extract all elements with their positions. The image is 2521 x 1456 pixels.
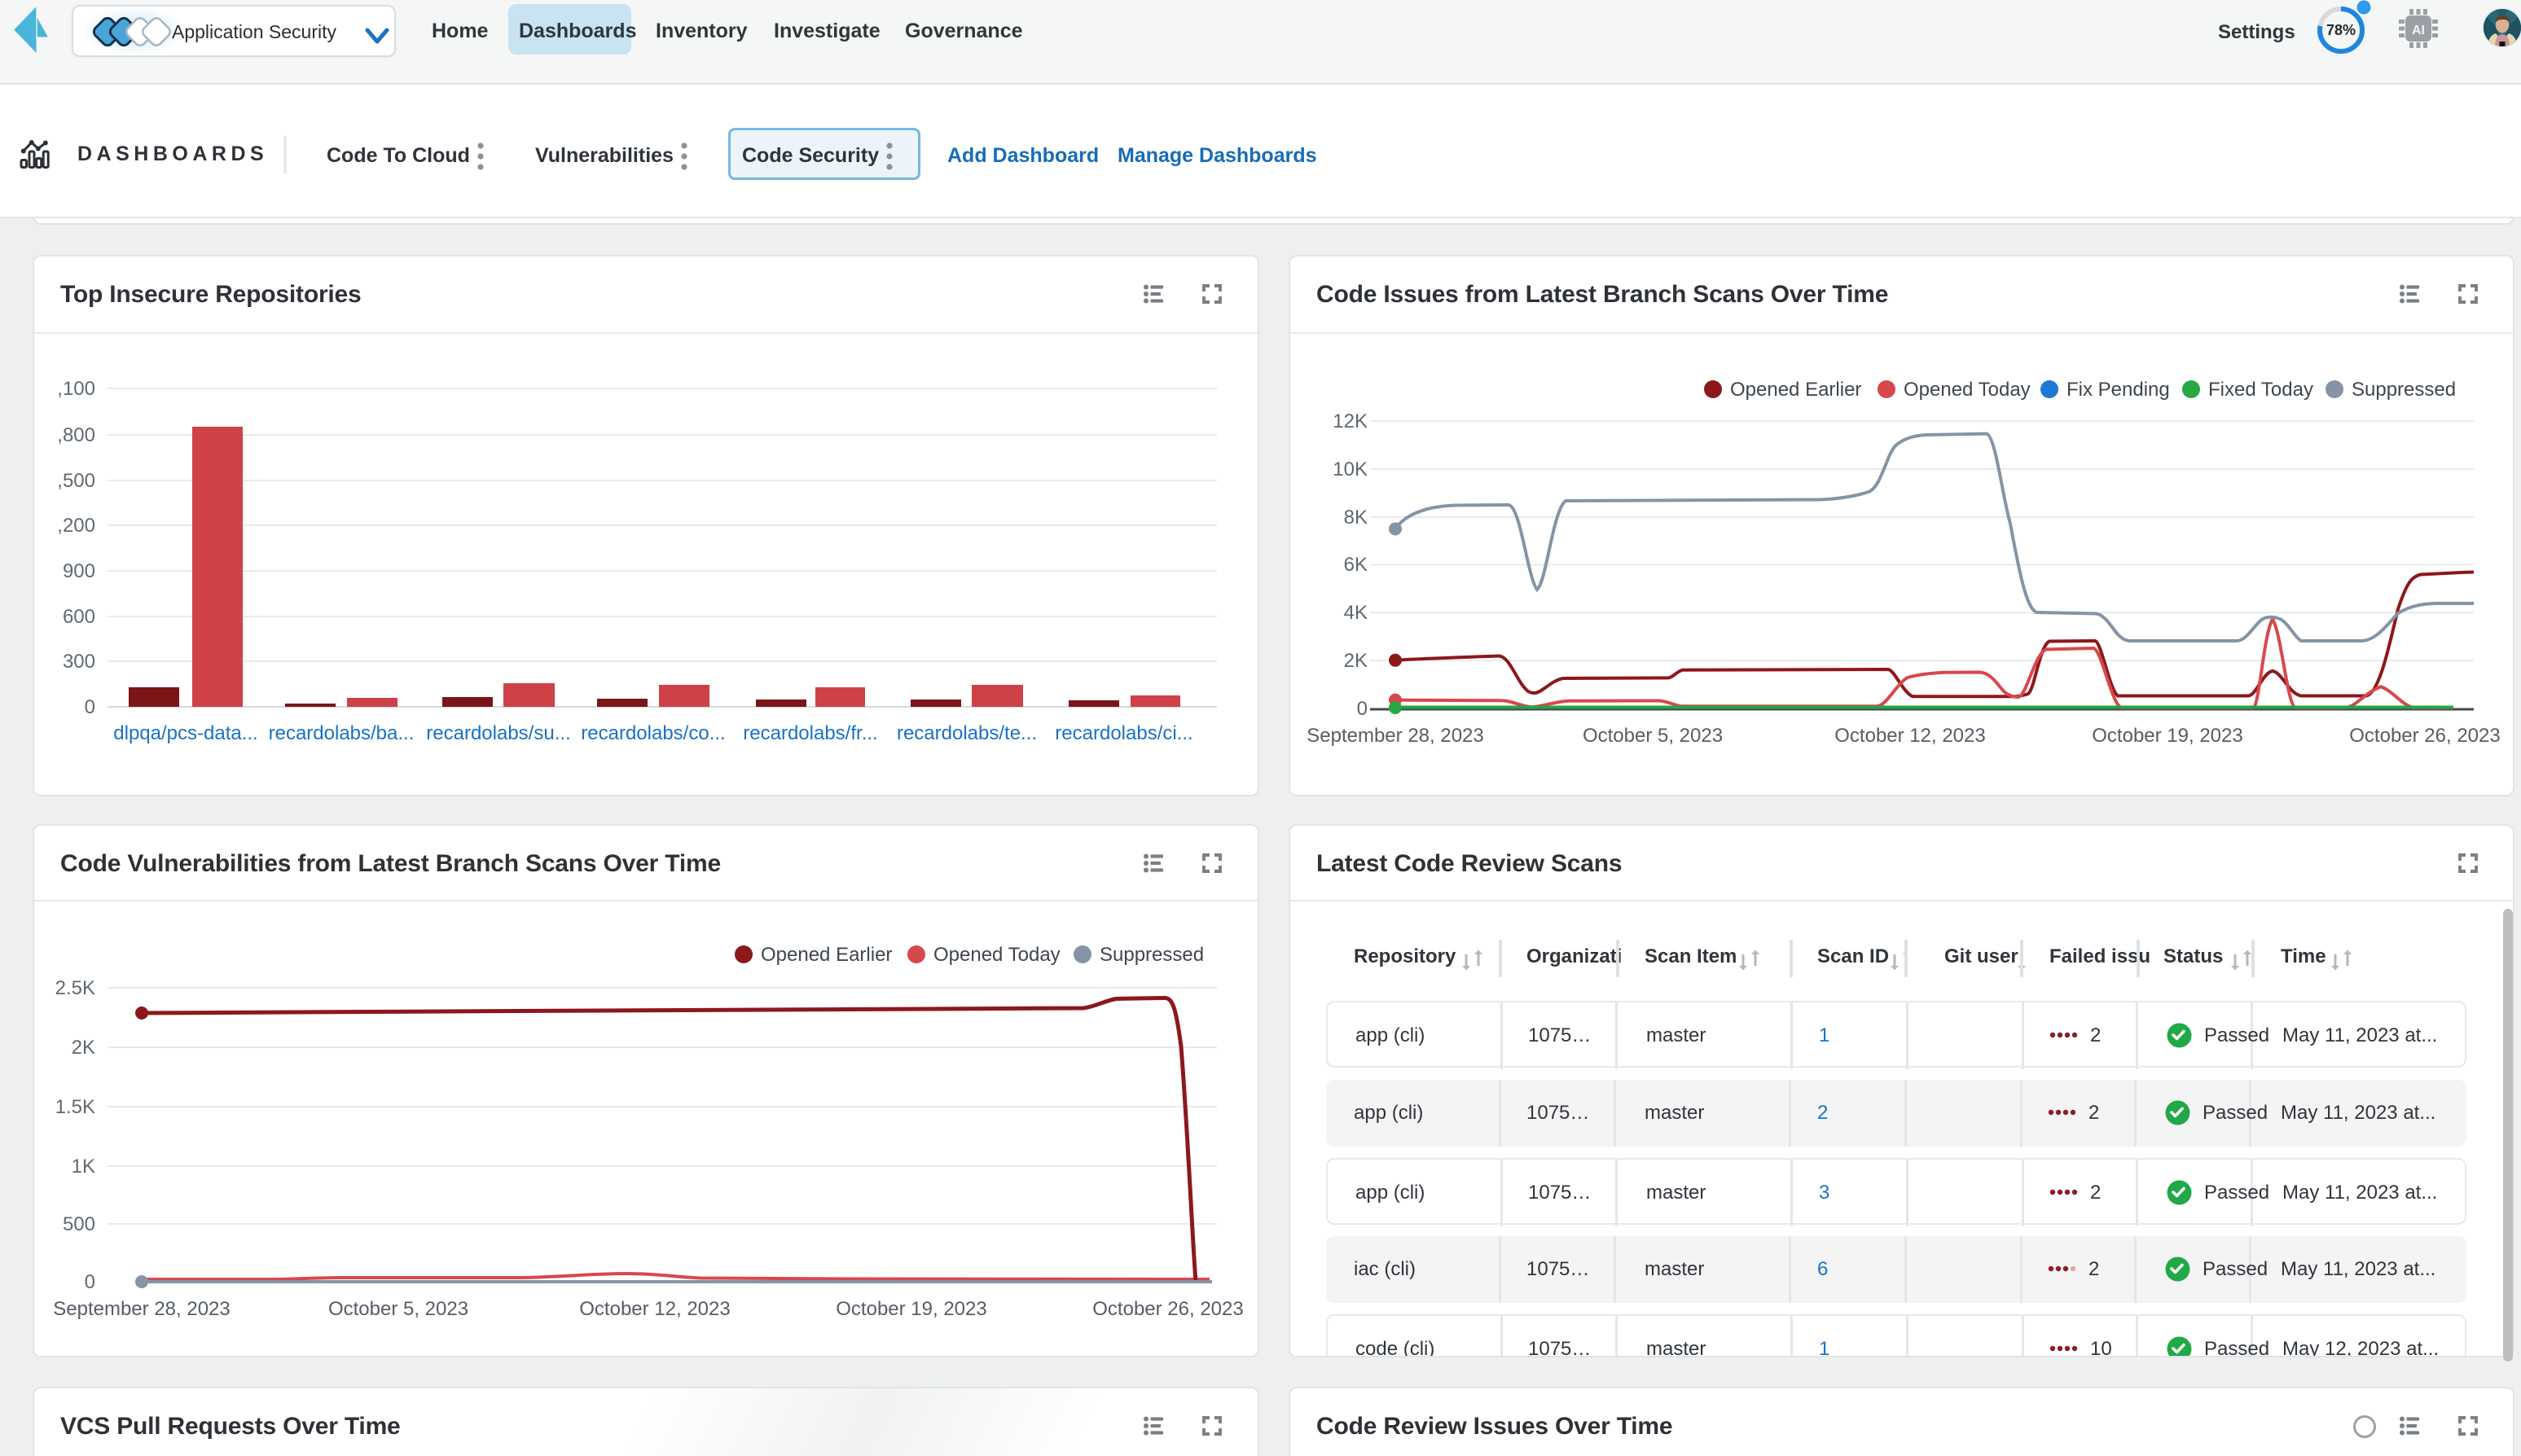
svg-text:October 19, 2023: October 19, 2023 [836,1298,986,1320]
svg-text:October 26, 2023: October 26, 2023 [1092,1298,1243,1320]
svg-text:October 26, 2023: October 26, 2023 [2349,725,2500,747]
svg-text:78%: 78% [2326,22,2356,38]
svg-text:AI: AI [2412,24,2425,37]
svg-text:2.5K: 2.5K [55,977,95,999]
svg-text:October 12, 2023: October 12, 2023 [1834,725,1985,747]
svg-text:2K: 2K [72,1037,95,1059]
svg-text:,500: ,500 [57,470,95,492]
svg-text:1.5K: 1.5K [55,1096,95,1118]
svg-text:900: 900 [63,560,95,582]
svg-text:Suppressed: Suppressed [2352,379,2456,401]
svg-text:October 12, 2023: October 12, 2023 [579,1298,730,1320]
svg-text:Suppressed: Suppressed [1100,944,1204,966]
svg-text:Opened Earlier: Opened Earlier [1730,379,1861,401]
svg-text:,200: ,200 [57,515,95,537]
svg-text:12K: 12K [1333,410,1368,432]
svg-text:300: 300 [63,651,95,673]
svg-text:600: 600 [63,606,95,628]
svg-text:4K: 4K [1344,602,1368,624]
svg-text:Fix Pending: Fix Pending [2066,379,2170,401]
svg-text:2K: 2K [1344,650,1368,672]
svg-text:Opened Earlier: Opened Earlier [761,944,892,966]
svg-text:500: 500 [63,1213,95,1235]
svg-text:recardolabs/co...: recardolabs/co... [581,722,725,744]
svg-text:October 5, 2023: October 5, 2023 [1583,725,1723,747]
svg-text:6K: 6K [1344,554,1368,576]
svg-text:Opened Today: Opened Today [933,944,1061,966]
svg-text:8K: 8K [1344,507,1368,528]
svg-text:September 28, 2023: September 28, 2023 [53,1298,231,1320]
svg-text:0: 0 [1357,698,1368,720]
svg-text:dlpqa/pcs-data...: dlpqa/pcs-data... [113,722,257,744]
svg-text:0: 0 [85,1271,95,1293]
svg-text:recardolabs/te...: recardolabs/te... [897,722,1037,744]
svg-text:recardolabs/ba...: recardolabs/ba... [269,722,415,744]
svg-text:recardolabs/fr...: recardolabs/fr... [743,722,877,744]
svg-text:recardolabs/su...: recardolabs/su... [426,722,570,744]
svg-text:September 28, 2023: September 28, 2023 [1307,725,1484,747]
svg-text:1K: 1K [72,1156,95,1178]
svg-text:October 5, 2023: October 5, 2023 [328,1298,468,1320]
svg-text:October 19, 2023: October 19, 2023 [2092,725,2242,747]
svg-text:Fixed Today: Fixed Today [2208,379,2313,401]
svg-text:recardolabs/ci...: recardolabs/ci... [1055,722,1192,744]
svg-text:Opened Today: Opened Today [1904,379,2031,401]
svg-text:,100: ,100 [57,378,95,400]
svg-text:10K: 10K [1333,458,1368,480]
svg-text:0: 0 [85,696,95,718]
svg-text:,800: ,800 [57,424,95,446]
